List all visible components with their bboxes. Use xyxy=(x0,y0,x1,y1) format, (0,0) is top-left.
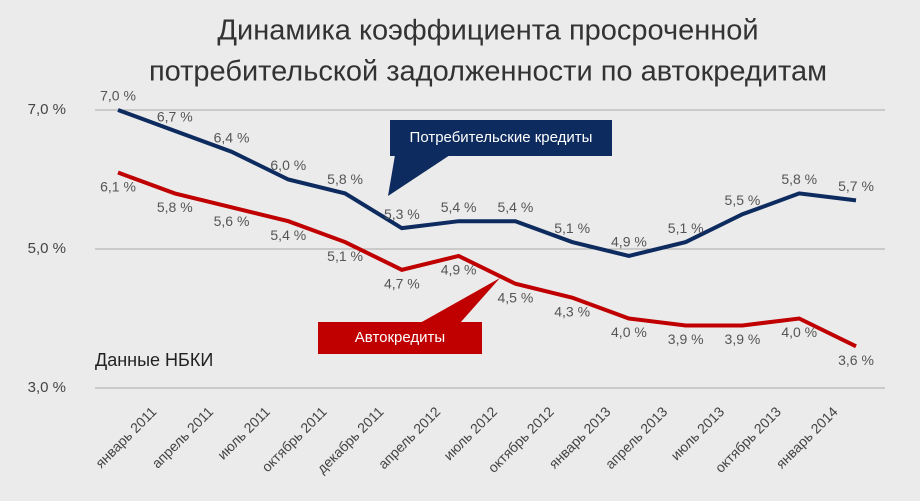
chart-title: Динамика коэффициента просроченной xyxy=(217,15,758,47)
callout-pointer xyxy=(420,278,500,323)
chart-title: потребительской задолженности по автокре… xyxy=(149,56,827,88)
y-tick-label: 3,0 % xyxy=(28,379,66,396)
callout-pointer xyxy=(388,155,450,196)
data-label: 5,5 % xyxy=(725,192,761,208)
data-label: 5,1 % xyxy=(554,220,590,236)
y-tick-label: 5,0 % xyxy=(28,240,66,257)
data-label: 6,0 % xyxy=(270,157,306,173)
data-label: 4,3 % xyxy=(554,303,590,319)
data-label: 5,8 % xyxy=(327,171,363,187)
data-label: 4,0 % xyxy=(611,324,647,340)
data-label: 3,6 % xyxy=(838,352,874,368)
data-label: 6,4 % xyxy=(214,129,250,145)
data-label: 4,9 % xyxy=(611,234,647,250)
data-label: 4,9 % xyxy=(441,262,477,278)
data-label: 3,9 % xyxy=(668,331,704,347)
legend-label: Потребительские кредиты xyxy=(410,129,593,146)
annotation: Данные НБКИ xyxy=(95,350,213,370)
data-label: 5,1 % xyxy=(668,220,704,236)
data-label: 5,8 % xyxy=(781,171,817,187)
data-label: 4,7 % xyxy=(384,276,420,292)
data-label: 5,4 % xyxy=(441,199,477,215)
line xyxy=(117,108,857,259)
y-tick-label: 7,0 % xyxy=(28,101,66,118)
data-label: 5,3 % xyxy=(384,206,420,222)
data-label: 4,0 % xyxy=(781,324,817,340)
legend-box xyxy=(390,120,612,156)
data-label: 4,5 % xyxy=(497,289,533,305)
data-label: 3,9 % xyxy=(725,331,761,347)
data-label: 5,4 % xyxy=(270,227,306,243)
data-label: 5,8 % xyxy=(157,199,193,215)
data-label: 7,0 % xyxy=(100,88,136,104)
legend-label: Автокредиты xyxy=(355,329,445,346)
data-label: 5,4 % xyxy=(497,199,533,215)
data-label: 6,1 % xyxy=(100,178,136,194)
data-label: 5,7 % xyxy=(838,178,874,194)
data-label: 5,6 % xyxy=(214,213,250,229)
legend-box xyxy=(318,322,482,354)
data-label: 5,1 % xyxy=(327,248,363,264)
line xyxy=(117,170,857,349)
data-label: 6,7 % xyxy=(157,109,193,125)
